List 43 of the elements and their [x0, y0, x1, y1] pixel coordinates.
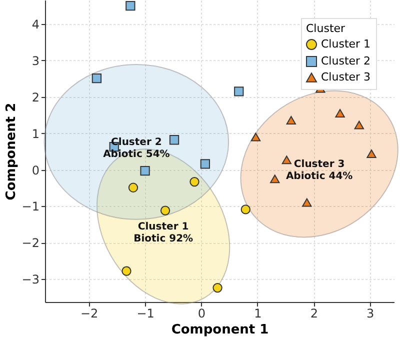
- point: [160, 206, 170, 216]
- point: [169, 135, 180, 145]
- annotation: Cluster 2 Abiotic 54%: [103, 136, 170, 160]
- x-tick-label: 0: [198, 306, 206, 320]
- annotation: Cluster 3 Abiotic 44%: [286, 158, 353, 182]
- x-tick-label: −2: [80, 306, 98, 320]
- point: [240, 204, 250, 214]
- point: [212, 282, 222, 293]
- point: [286, 116, 296, 124]
- point: [122, 266, 132, 276]
- x-axis-title: Component 1: [171, 322, 269, 338]
- point: [126, 1, 136, 11]
- y-tick-label: 1: [32, 126, 40, 141]
- point: [92, 73, 102, 84]
- point: [250, 132, 261, 142]
- point: [282, 156, 292, 164]
- y-tick-label: −2: [22, 236, 40, 250]
- y-tick-label: 2: [32, 90, 40, 104]
- point: [190, 176, 200, 187]
- point: [302, 198, 312, 207]
- y-axis-title: Component 2: [4, 102, 19, 200]
- legend-label: Cluster 1: [321, 38, 371, 50]
- y-tick-label: 3: [32, 54, 40, 68]
- x-tick-label: 1: [254, 306, 262, 320]
- point: [354, 120, 364, 130]
- point: [335, 109, 345, 118]
- point: [200, 159, 210, 169]
- point: [270, 174, 280, 184]
- x-tick-label: 2: [310, 306, 318, 320]
- point: [140, 166, 150, 176]
- y-tick-label: 0: [32, 163, 40, 178]
- point: [128, 182, 138, 192]
- point: [234, 86, 244, 96]
- point: [366, 149, 376, 158]
- x-tick-label: −1: [136, 306, 154, 320]
- legend-title: Cluster: [306, 22, 346, 35]
- y-tick-label: −1: [22, 200, 40, 214]
- y-tick-label: 4: [32, 18, 40, 32]
- legend-label: Cluster 2: [321, 54, 371, 68]
- x-tick-label: 3: [366, 306, 374, 320]
- legend-label: Cluster 3: [321, 70, 371, 84]
- annotation: Cluster 1 Biotic 92%: [134, 222, 194, 244]
- y-tick-label: −3: [22, 272, 40, 287]
